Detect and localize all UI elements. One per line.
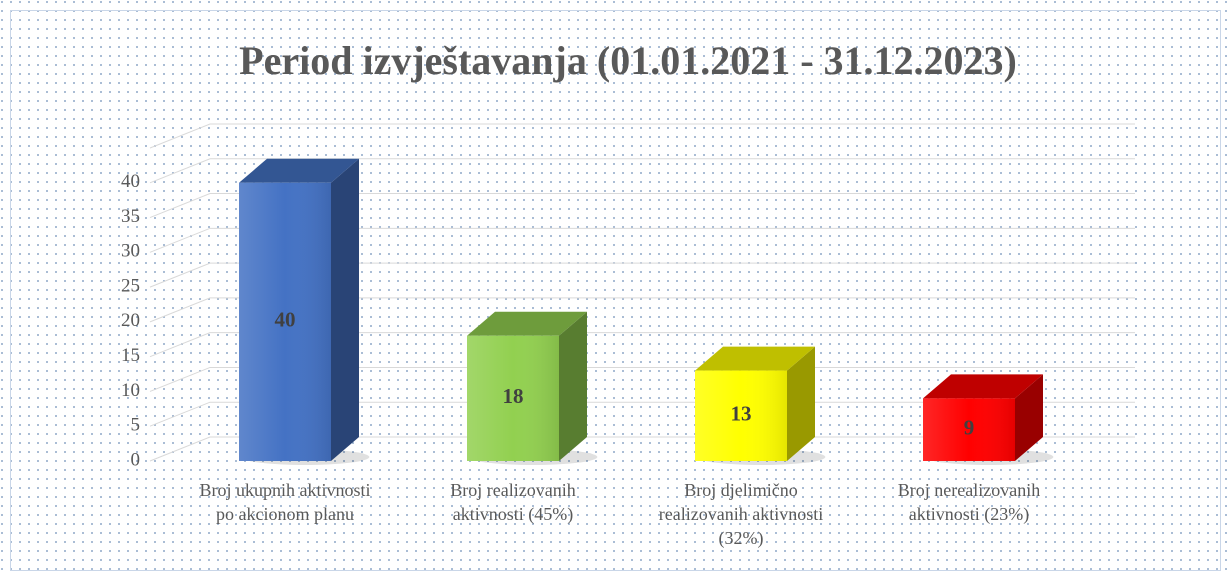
- grid-line: [149, 158, 1135, 184]
- y-tick-label: 0: [131, 449, 141, 470]
- bar-top: [695, 346, 815, 371]
- x-tick-label: Broj djelimično realizovanih aktivnosti …: [658, 480, 824, 548]
- y-tick-label: 20: [121, 310, 140, 331]
- grid-line: [149, 193, 1135, 219]
- x-tick-label: Broj nerealizovanih aktivnosti (23%): [897, 480, 1041, 524]
- grid-line: [149, 401, 1135, 427]
- value-label: 9: [964, 416, 975, 440]
- bar-shine: [695, 370, 787, 461]
- bar-shine: [239, 182, 331, 461]
- x-tick-label: Broj realizovanih aktivnosti (45%): [450, 480, 576, 524]
- grid-line: [149, 366, 1135, 392]
- grid-line: [149, 297, 1135, 323]
- bar-shine: [467, 335, 559, 461]
- y-tick-label: 25: [121, 275, 140, 296]
- bar-top: [923, 374, 1043, 399]
- grid-line: [149, 227, 1135, 253]
- y-tick-label: 10: [121, 380, 140, 401]
- bar-top: [467, 311, 587, 336]
- frame: [10, 10, 1221, 571]
- bar-side: [559, 311, 587, 461]
- y-tick-label: 15: [121, 345, 140, 366]
- bar-top: [239, 158, 359, 183]
- grid-line: [149, 262, 1135, 288]
- value-label: 18: [503, 384, 524, 408]
- grid-line: [149, 436, 1135, 462]
- grid-top: [149, 123, 1135, 149]
- bar-side: [1015, 374, 1043, 461]
- y-tick-label: 35: [121, 206, 140, 227]
- y-tick-label: 5: [131, 415, 141, 436]
- bar-side: [787, 346, 815, 461]
- grid-line: [149, 332, 1135, 358]
- value-label: 40: [275, 308, 296, 332]
- y-tick-label: 40: [121, 171, 140, 192]
- chart-title: Period izvještavanja (01.01.2021 - 31.12…: [239, 38, 1017, 83]
- x-tick-label: Broj ukupnih aktivnosti po akcionom plan…: [199, 480, 371, 524]
- bar-side: [331, 158, 359, 461]
- value-label: 13: [731, 402, 752, 426]
- y-tick-label: 30: [121, 241, 140, 262]
- bar-shine: [923, 398, 1015, 461]
